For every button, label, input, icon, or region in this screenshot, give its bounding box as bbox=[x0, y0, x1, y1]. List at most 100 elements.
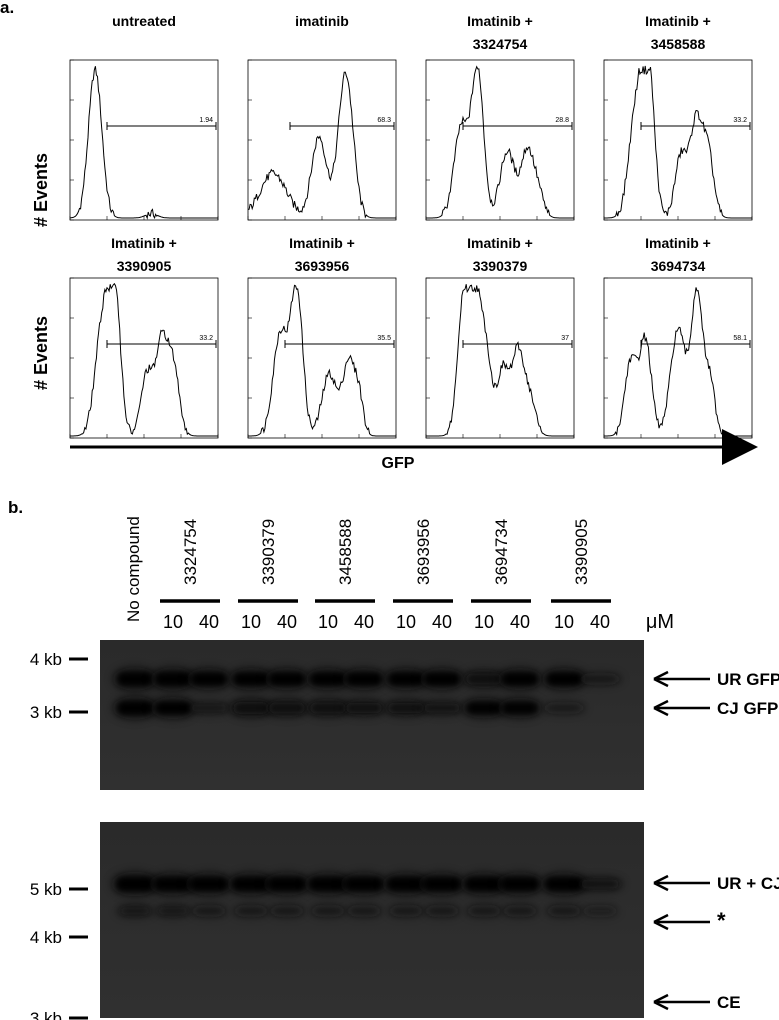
concentration-label: 10 bbox=[318, 612, 338, 632]
blot-band bbox=[585, 907, 615, 915]
blot-2-membrane bbox=[100, 822, 644, 1018]
gate-percentage: 28.8 bbox=[555, 117, 569, 124]
gate-percentage: 58.1 bbox=[733, 335, 747, 342]
histogram-subtitle: 3324754 bbox=[473, 36, 528, 52]
blot-band bbox=[117, 671, 153, 687]
histogram-subtitle: 3693956 bbox=[295, 258, 350, 274]
flow-histogram-grid: untreated 1.94 imatinib 68.3 Imatinib + 33247… bbox=[31, 13, 758, 470]
band-label-asterisk: * bbox=[717, 908, 726, 933]
concentration-label: 10 bbox=[396, 612, 416, 632]
blot-band bbox=[269, 672, 305, 686]
gate-percentage: 1.94 bbox=[199, 117, 213, 124]
blot-band bbox=[310, 672, 346, 686]
panel-b: b. No compound 3324754 10 40 3390379 10 40 3458… bbox=[0, 470, 779, 1020]
histogram-title: Imatinib + bbox=[467, 235, 533, 251]
marker-3kb-blot1: 3 kb bbox=[30, 703, 62, 722]
blot-band bbox=[190, 876, 228, 892]
histogram-frame bbox=[69, 277, 219, 439]
blot-band bbox=[427, 907, 457, 915]
flow-histogram-panel: imatinib 68.3 bbox=[247, 13, 397, 221]
band-label-cj-gfp-plus: CJ GFP+ bbox=[717, 699, 779, 718]
band-label-ce: CE bbox=[717, 993, 741, 1012]
lane-label-compound: 3694734 bbox=[492, 519, 511, 585]
blot-band bbox=[349, 907, 379, 915]
panel-a-label: a. bbox=[0, 0, 15, 17]
band-arrow-head bbox=[653, 993, 669, 1011]
blot-band bbox=[158, 907, 188, 915]
blot-band bbox=[313, 907, 343, 915]
histogram-title: Imatinib + bbox=[467, 13, 533, 29]
blot-band bbox=[309, 876, 347, 892]
blot-band bbox=[582, 675, 618, 683]
blot-band bbox=[346, 702, 382, 714]
blot-band bbox=[545, 876, 583, 892]
blot-band bbox=[502, 672, 538, 686]
blot-band bbox=[388, 702, 424, 714]
marker-4kb-blot2: 4 kb bbox=[30, 928, 62, 947]
histogram-curve bbox=[426, 284, 574, 437]
flow-histogram-panel: Imatinib + 3693956 35.5 bbox=[247, 235, 397, 439]
blot-band bbox=[117, 700, 153, 716]
blot-band bbox=[424, 703, 460, 713]
blot-band bbox=[391, 907, 421, 915]
blot-band bbox=[155, 701, 191, 715]
histogram-frame bbox=[425, 277, 575, 439]
blot-band bbox=[581, 879, 619, 889]
band-label-ur-gfp-minus: UR GFP- bbox=[717, 670, 779, 689]
histogram-subtitle: 3390379 bbox=[473, 258, 528, 274]
gate-percentage: 33.2 bbox=[199, 335, 213, 342]
unit-label: μM bbox=[646, 611, 674, 633]
concentration-label: 10 bbox=[474, 612, 494, 632]
blot-band bbox=[272, 907, 302, 915]
flow-histogram-panel: Imatinib + 3458588 33.2 bbox=[603, 13, 753, 221]
histogram-subtitle: 3390905 bbox=[117, 258, 172, 274]
band-arrow-head bbox=[653, 913, 669, 931]
flow-histogram-panel: Imatinib + 3324754 28.8 bbox=[425, 13, 575, 221]
histogram-frame bbox=[603, 277, 753, 439]
y-axis-label-row2: # Events bbox=[31, 316, 51, 390]
blot-band bbox=[387, 876, 425, 892]
gate-percentage: 68.3 bbox=[377, 117, 391, 124]
blot-band bbox=[388, 672, 424, 686]
concentration-label: 10 bbox=[554, 612, 574, 632]
histogram-curve bbox=[248, 284, 396, 437]
blot-band bbox=[546, 704, 582, 712]
lane-label-compound: 3458588 bbox=[336, 519, 355, 585]
flow-histogram-panel: Imatinib + 3694734 58.1 bbox=[603, 235, 753, 439]
concentration-label: 40 bbox=[432, 612, 452, 632]
blot-band bbox=[236, 907, 266, 915]
marker-5kb-blot2: 5 kb bbox=[30, 880, 62, 899]
blot-band bbox=[465, 876, 503, 892]
histogram-curve bbox=[69, 66, 218, 220]
histogram-title: Imatinib + bbox=[645, 235, 711, 251]
concentration-label: 10 bbox=[163, 612, 183, 632]
histogram-curve bbox=[426, 65, 574, 219]
blot-band bbox=[466, 673, 502, 685]
blot-band bbox=[155, 671, 191, 687]
flow-histogram-panel: Imatinib + 3390905 33.2 bbox=[69, 235, 219, 439]
histogram-subtitle: 3458588 bbox=[651, 36, 706, 52]
lane-label-compound: 3390379 bbox=[259, 519, 278, 585]
concentration-label: 40 bbox=[277, 612, 297, 632]
blot-band bbox=[116, 876, 154, 892]
blot-band bbox=[546, 672, 582, 686]
blot-band bbox=[269, 702, 305, 714]
lane-label-compound: 3693956 bbox=[414, 519, 433, 585]
blot-band bbox=[154, 876, 192, 892]
histogram-frame bbox=[247, 277, 397, 439]
blot-band bbox=[232, 876, 270, 892]
blot-band bbox=[423, 876, 461, 892]
histogram-frame bbox=[425, 59, 575, 221]
blot-band bbox=[549, 907, 579, 915]
blot-band bbox=[191, 672, 227, 686]
histogram-frame bbox=[247, 59, 397, 221]
marker-3kb-blot2: 3 kb bbox=[30, 1009, 62, 1020]
band-arrow-head bbox=[653, 670, 669, 688]
blot-band bbox=[268, 876, 306, 892]
gate-percentage: 37 bbox=[561, 335, 569, 342]
blot-band bbox=[505, 907, 535, 915]
flow-histogram-panel: Imatinib + 3390379 37 bbox=[425, 235, 575, 439]
southern-blot-figure: No compound 3324754 10 40 3390379 10 40 3458588… bbox=[30, 516, 779, 1020]
marker-4kb-blot1: 4 kb bbox=[30, 650, 62, 669]
histogram-curve bbox=[247, 71, 396, 219]
